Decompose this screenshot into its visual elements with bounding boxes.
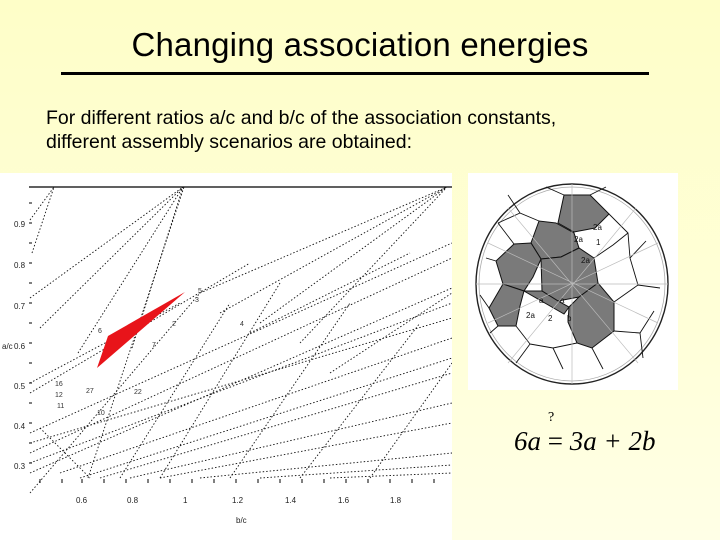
svg-text:2a: 2a — [526, 311, 535, 320]
svg-text:a: a — [560, 296, 565, 305]
capsid-lattice — [479, 186, 661, 370]
capsid-sphere: 2a 2a 2a 1 a a 2a 2 b — [475, 183, 669, 385]
body-line-2: different assembly scenarios are obtaine… — [46, 131, 413, 153]
y-axis-labels: 0.9 0.8 0.7 0.6 0.5 0.4 0.3 a/c — [2, 220, 26, 471]
y-axis-ticks — [29, 202, 32, 464]
highlighted-region — [97, 292, 185, 368]
phase-diagram: 0.9 0.8 0.7 0.6 0.5 0.4 0.3 a/c 0.6 0.8 … — [0, 173, 452, 540]
y-tick: 0.9 — [14, 220, 26, 229]
svg-text:4: 4 — [240, 321, 244, 328]
y-tick: 0.5 — [14, 382, 26, 391]
region-labels: 16 12 11 10 27 22 2 3 4 5 6 7 — [55, 288, 244, 417]
question-mark: ? — [548, 410, 555, 425]
x-tick: 1.6 — [338, 496, 350, 505]
x-axis-labels: 0.6 0.8 1 1.2 1.4 1.6 1.8 b/c — [76, 496, 402, 525]
phase-boundaries — [29, 186, 452, 494]
y-tick: 0.7 — [14, 302, 26, 311]
x-tick: 1.4 — [285, 496, 297, 505]
x-tick: 1.8 — [390, 496, 402, 505]
y-axis-title: a/c — [2, 342, 13, 351]
svg-text:3: 3 — [195, 297, 199, 304]
svg-text:7: 7 — [152, 342, 156, 349]
x-tick: 0.6 — [76, 496, 88, 505]
slide-title: Changing association energies — [131, 26, 589, 63]
capsid-sphere-image: 2a 2a 2a 1 a a 2a 2 b — [468, 173, 678, 390]
body-line-1: For different ratios a/c and b/c of the … — [46, 107, 557, 129]
title-underline — [61, 72, 649, 75]
svg-text:1: 1 — [596, 238, 601, 247]
y-tick: 0.4 — [14, 422, 26, 431]
sphere-labels: 2a 2a 2a 1 a a 2a 2 b — [526, 223, 602, 323]
x-tick: 1 — [183, 496, 188, 505]
svg-text:2a: 2a — [574, 235, 583, 244]
y-tick: 0.8 — [14, 261, 26, 270]
svg-text:10: 10 — [97, 410, 105, 417]
svg-text:11: 11 — [57, 403, 64, 410]
x-axis-title: b/c — [236, 516, 247, 525]
svg-text:a: a — [539, 296, 544, 305]
svg-text:12: 12 — [55, 392, 63, 399]
svg-text:b: b — [567, 314, 572, 323]
phase-diagram-plot: 0.9 0.8 0.7 0.6 0.5 0.4 0.3 a/c 0.6 0.8 … — [2, 186, 452, 525]
equation-rhs: 3a + 2b — [569, 426, 656, 456]
svg-text:5: 5 — [198, 288, 202, 295]
x-axis-ticks — [39, 479, 435, 483]
svg-text:2: 2 — [548, 314, 553, 323]
equation-operator: = — [547, 426, 563, 456]
y-tick: 0.6 — [14, 342, 26, 351]
svg-text:2a: 2a — [581, 256, 590, 265]
capsid-inner-lattice — [476, 184, 668, 384]
y-tick: 0.3 — [14, 462, 26, 471]
x-tick: 0.8 — [127, 496, 139, 505]
equation-body: 6a = 3a + 2b — [514, 426, 655, 457]
svg-text:2: 2 — [172, 321, 176, 328]
energy-equation: ? 6a = 3a + 2b — [514, 410, 674, 460]
x-tick: 1.2 — [232, 496, 244, 505]
svg-text:2a: 2a — [593, 223, 602, 232]
svg-text:22: 22 — [134, 389, 142, 396]
svg-text:27: 27 — [86, 388, 94, 395]
svg-text:16: 16 — [55, 381, 63, 388]
slide-body: For different ratios a/c and b/c of the … — [46, 106, 686, 154]
svg-text:6: 6 — [98, 328, 102, 335]
equation-lhs: 6a — [514, 426, 541, 456]
